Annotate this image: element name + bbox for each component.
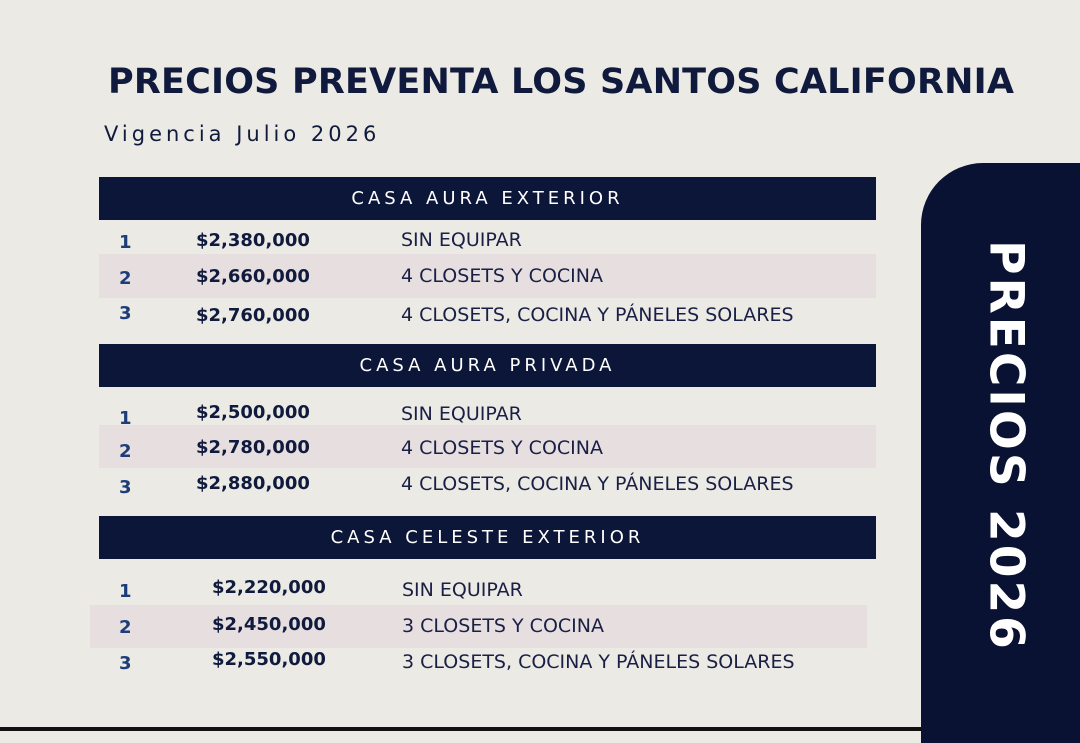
price-row: 1 $2,220,000 SIN EQUIPAR [90, 572, 867, 608]
option-number: 1 [119, 408, 132, 429]
price-row: 2 $2,660,000 4 CLOSETS Y COCINA [99, 254, 876, 298]
validity-subtitle: Vigencia Julio 2026 [104, 122, 381, 146]
option-description: SIN EQUIPAR [402, 579, 523, 601]
section-header-aura-privada: CASA AURA PRIVADA [99, 344, 876, 387]
option-number: 1 [119, 581, 132, 602]
option-price: $2,500,000 [196, 402, 310, 423]
price-row: 3 $2,550,000 3 CLOSETS, COCINA Y PÁNELES… [90, 648, 867, 684]
option-description: SIN EQUIPAR [401, 403, 522, 425]
option-number: 3 [119, 303, 132, 324]
option-price: $2,760,000 [196, 305, 310, 326]
option-description: 4 CLOSETS, COCINA Y PÁNELES SOLARES [401, 473, 794, 495]
option-number: 3 [119, 477, 132, 498]
option-number: 2 [119, 268, 132, 289]
price-row: 1 $2,380,000 SIN EQUIPAR [99, 222, 876, 258]
page-title: PRECIOS PREVENTA LOS SANTOS CALIFORNIA [108, 62, 1015, 102]
option-price: $2,220,000 [212, 577, 326, 598]
bottom-divider [0, 727, 921, 731]
option-price: $2,880,000 [196, 473, 310, 494]
price-row: 3 $2,760,000 4 CLOSETS, COCINA Y PÁNELES… [99, 298, 876, 334]
option-number: 1 [119, 232, 132, 253]
side-panel [921, 163, 1080, 743]
option-description: 4 CLOSETS Y COCINA [401, 437, 603, 459]
side-vertical-label: PRECIOS 2026 [978, 240, 1034, 652]
option-description: 3 CLOSETS Y COCINA [402, 615, 604, 637]
price-row: 3 $2,880,000 4 CLOSETS, COCINA Y PÁNELES… [99, 468, 876, 504]
option-number: 3 [119, 653, 132, 674]
option-price: $2,450,000 [212, 614, 326, 635]
option-description: 4 CLOSETS, COCINA Y PÁNELES SOLARES [401, 304, 794, 326]
option-price: $2,660,000 [196, 266, 310, 287]
price-row: 1 $2,500,000 SIN EQUIPAR [99, 394, 876, 430]
option-description: 3 CLOSETS, COCINA Y PÁNELES SOLARES [402, 651, 795, 673]
option-description: SIN EQUIPAR [401, 229, 522, 251]
section-header-aura-exterior: CASA AURA EXTERIOR [99, 177, 876, 220]
option-number: 2 [119, 441, 132, 462]
price-row: 2 $2,780,000 4 CLOSETS Y COCINA [99, 425, 876, 468]
option-price: $2,550,000 [212, 649, 326, 670]
section-header-celeste-exterior: CASA CELESTE EXTERIOR [99, 516, 876, 559]
option-description: 4 CLOSETS Y COCINA [401, 265, 603, 287]
option-price: $2,380,000 [196, 230, 310, 251]
option-price: $2,780,000 [196, 437, 310, 458]
option-number: 2 [119, 617, 132, 638]
price-row: 2 $2,450,000 3 CLOSETS Y COCINA [90, 605, 867, 648]
